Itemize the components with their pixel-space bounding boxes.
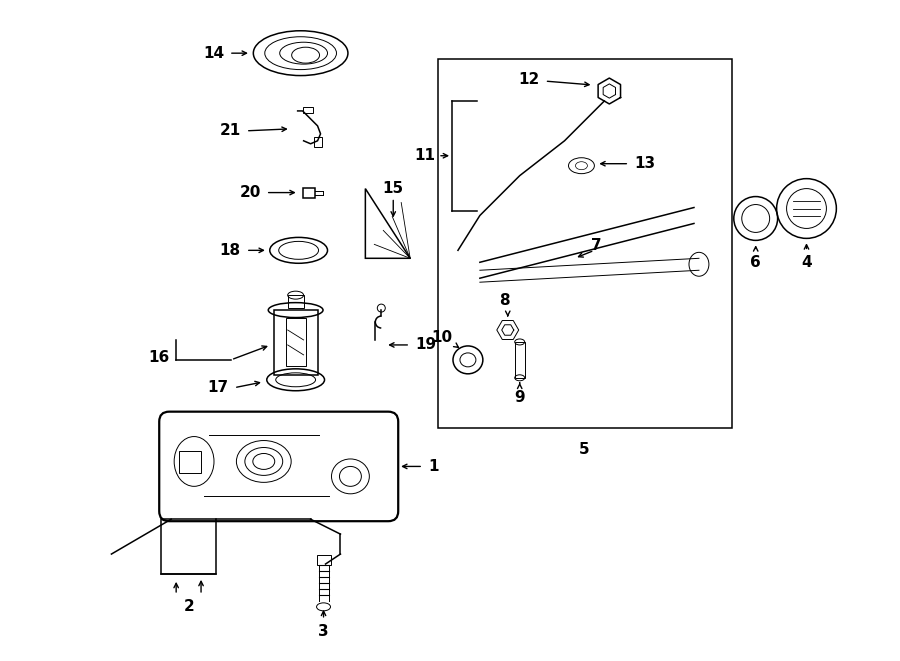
Bar [179,451,201,473]
Text: 19: 19 [415,337,436,352]
Bar [313,137,321,147]
Text: 1: 1 [428,459,438,474]
Bar [161,519,216,574]
Polygon shape [497,321,518,340]
Bar [285,318,306,366]
Bar [515,342,525,378]
Text: 20: 20 [239,185,261,200]
Bar [288,295,303,308]
Text: 18: 18 [220,243,241,258]
Text: 7: 7 [591,238,602,253]
Text: 16: 16 [148,350,169,366]
Bar [438,59,732,428]
Text: 9: 9 [515,390,525,405]
Text: 3: 3 [319,624,328,639]
Text: 6: 6 [751,255,761,270]
Bar [302,188,315,198]
Text: 12: 12 [518,71,540,87]
Text: 13: 13 [634,156,655,171]
Text: 14: 14 [202,46,224,61]
Text: 4: 4 [801,255,812,270]
Text: 5: 5 [579,442,590,457]
Bar [302,107,312,113]
Text: 10: 10 [431,330,452,346]
Bar [274,310,318,375]
Text: 17: 17 [208,380,229,395]
Bar [317,555,330,565]
Text: 8: 8 [500,293,510,308]
Text: 11: 11 [414,148,435,163]
Text: 2: 2 [184,599,194,614]
Text: 21: 21 [220,124,241,138]
Text: 15: 15 [382,180,404,196]
